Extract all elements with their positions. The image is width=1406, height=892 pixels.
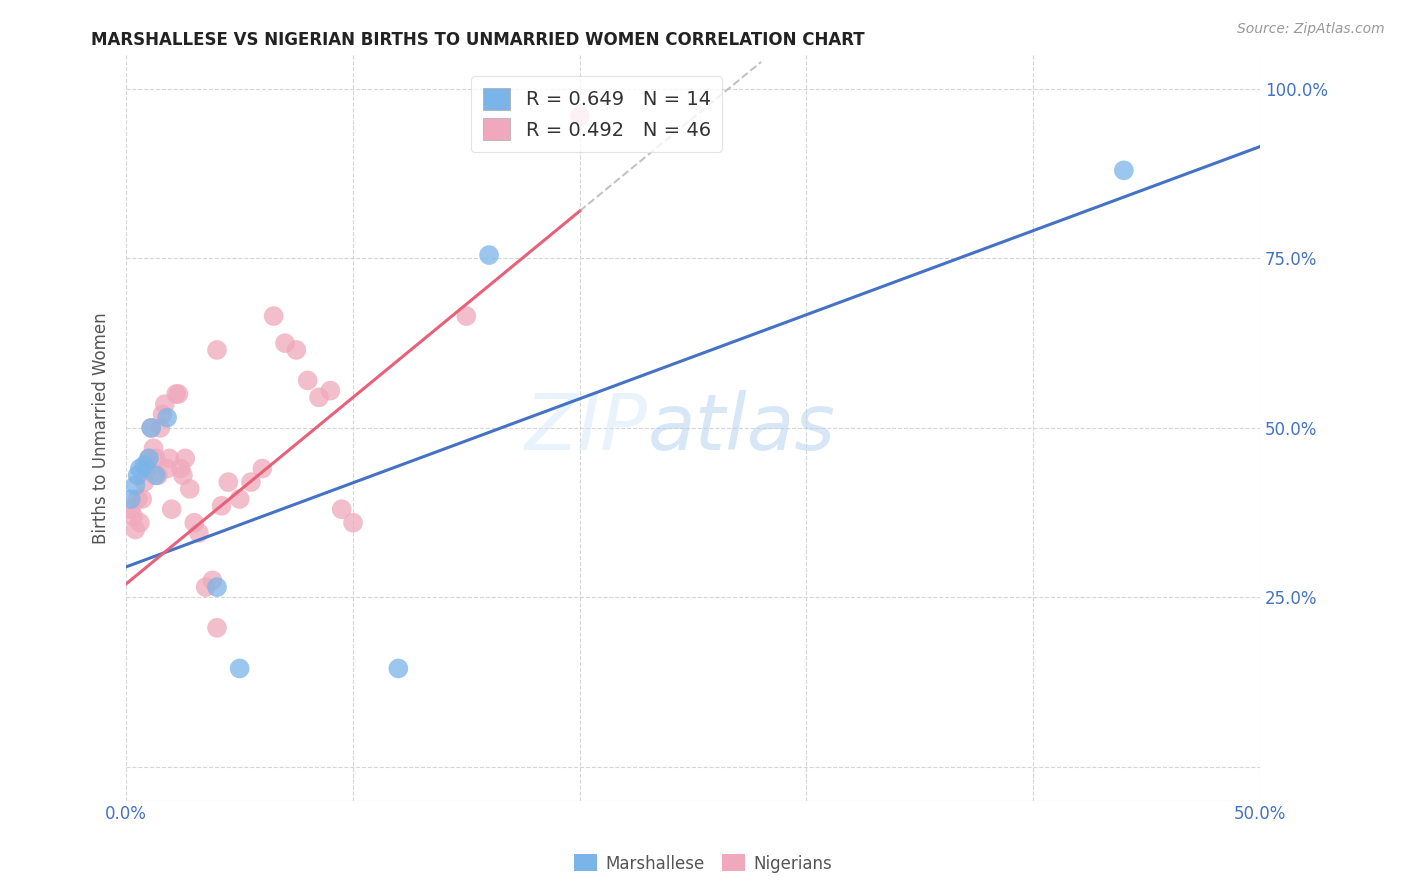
Point bbox=[129, 461, 152, 475]
Point bbox=[297, 374, 319, 388]
Point bbox=[211, 499, 233, 513]
Point bbox=[127, 491, 149, 506]
Point bbox=[228, 661, 250, 675]
Point bbox=[174, 451, 197, 466]
Point bbox=[124, 478, 146, 492]
Point bbox=[183, 516, 205, 530]
Point bbox=[205, 621, 228, 635]
Point bbox=[387, 661, 409, 675]
Point bbox=[153, 397, 176, 411]
Point bbox=[157, 451, 180, 466]
Point bbox=[152, 407, 174, 421]
Point bbox=[330, 502, 353, 516]
Text: atlas: atlas bbox=[648, 390, 835, 466]
Text: MARSHALLESE VS NIGERIAN BIRTHS TO UNMARRIED WOMEN CORRELATION CHART: MARSHALLESE VS NIGERIAN BIRTHS TO UNMARR… bbox=[91, 31, 865, 49]
Legend: R = 0.649   N = 14, R = 0.492   N = 46: R = 0.649 N = 14, R = 0.492 N = 46 bbox=[471, 76, 723, 152]
Point bbox=[156, 410, 179, 425]
Point bbox=[120, 491, 142, 506]
Point bbox=[342, 516, 364, 530]
Point bbox=[156, 461, 179, 475]
Point bbox=[138, 451, 160, 466]
Point bbox=[167, 387, 190, 401]
Point bbox=[205, 343, 228, 357]
Point bbox=[263, 309, 285, 323]
Point bbox=[146, 468, 169, 483]
Point bbox=[160, 502, 183, 516]
Point bbox=[172, 468, 194, 483]
Text: ZIP: ZIP bbox=[524, 390, 648, 466]
Point bbox=[145, 468, 167, 483]
Point bbox=[478, 248, 501, 262]
Point bbox=[308, 390, 330, 404]
Point bbox=[141, 421, 163, 435]
Point bbox=[135, 461, 157, 475]
Point bbox=[149, 421, 172, 435]
Point bbox=[201, 574, 224, 588]
Point bbox=[129, 516, 152, 530]
Y-axis label: Births to Unmarried Women: Births to Unmarried Women bbox=[93, 312, 110, 544]
Point bbox=[194, 580, 217, 594]
Point bbox=[456, 309, 478, 323]
Point bbox=[228, 491, 250, 506]
Point bbox=[170, 461, 193, 475]
Point bbox=[240, 475, 263, 489]
Point bbox=[217, 475, 239, 489]
Point bbox=[145, 451, 167, 466]
Text: Source: ZipAtlas.com: Source: ZipAtlas.com bbox=[1237, 22, 1385, 37]
Point bbox=[187, 525, 209, 540]
Point bbox=[205, 580, 228, 594]
Point bbox=[568, 109, 591, 123]
Point bbox=[274, 336, 297, 351]
Legend: Marshallese, Nigerians: Marshallese, Nigerians bbox=[568, 847, 838, 880]
Point bbox=[141, 421, 163, 435]
Point bbox=[127, 468, 149, 483]
Point bbox=[134, 475, 156, 489]
Point bbox=[165, 387, 187, 401]
Point bbox=[319, 384, 342, 398]
Point bbox=[179, 482, 201, 496]
Point bbox=[142, 441, 165, 455]
Point bbox=[131, 491, 153, 506]
Point bbox=[138, 451, 160, 466]
Point bbox=[120, 502, 142, 516]
Point bbox=[124, 523, 146, 537]
Point bbox=[285, 343, 308, 357]
Point bbox=[122, 508, 145, 523]
Point bbox=[1112, 163, 1135, 178]
Point bbox=[134, 458, 156, 472]
Point bbox=[252, 461, 274, 475]
